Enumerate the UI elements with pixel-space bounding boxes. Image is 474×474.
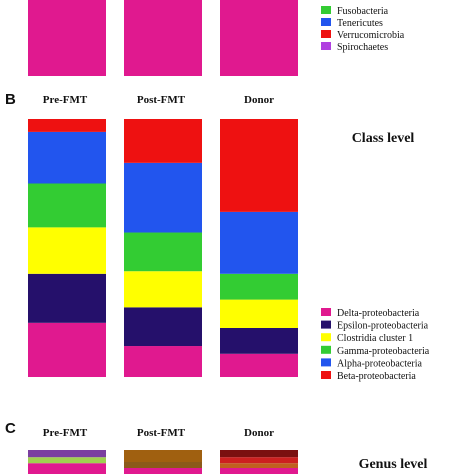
panel-c-category-label-post-fmt: Post-FMT [137,427,186,439]
panel-b-bar-post-fmt-beta-proteobacteria [124,119,202,163]
panel-c-category-label-pre-fmt: Pre-FMT [43,427,88,439]
panel-b-bar-donor-beta-proteobacteria [220,119,298,212]
panel-b-bar-donor-clostridia-cluster-1 [220,299,298,328]
panel-c-bar-donor-segment-4 [220,450,298,458]
panel-b-category-labels: Pre-FMT Post-FMT Donor [43,94,274,106]
panel-b-category-label-post-fmt: Post-FMT [137,94,186,106]
panel-b-bars [28,119,298,377]
panel-b-legend-swatch-delta-proteobacteria [321,308,331,316]
panel-b-legend-label-clostridia-cluster-1: Clostridia cluster 1 [337,333,413,344]
panel-b-bar-post-fmt-epsilon-proteobacteria [124,307,202,347]
panel-c-bar-pre-fmt-segment-3 [28,450,106,458]
panel-a-legend-label-spirochaetes: Spirochaetes [337,42,388,53]
panel-b-legend-label-beta-proteobacteria: Beta-proteobacteria [337,371,416,382]
panel-b-bar-pre-fmt-delta-proteobacteria [28,322,106,377]
panel-c-bars [28,450,298,474]
panel-b-legend-label-delta-proteobacteria: Delta-proteobacteria [337,308,420,319]
panel-c-bar-donor-segment-2 [220,463,298,468]
panel-c-bar-pre-fmt-segment-1 [28,463,106,474]
panel-b-bar-post-fmt-delta-proteobacteria [124,346,202,377]
panel-b-legend-swatch-beta-proteobacteria [321,371,331,379]
panel-c-bar-post-fmt-segment-1 [124,468,202,474]
panel-a-legend: FusobacteriaTenericutesVerrucomicrobiaSp… [321,6,405,53]
panel-b-legend-swatch-gamma-proteobacteria [321,345,331,354]
panel-a-bars [28,0,298,76]
panel-b-bar-pre-fmt-epsilon-proteobacteria [28,273,106,323]
panel-c: C Pre-FMT Post-FMT Donor Genus level [5,420,428,474]
panel-a-bar-pre-fmt [28,0,106,76]
panel-c-bar-post-fmt-segment-2 [124,462,202,468]
panel-c-bar-donor-segment-3 [220,457,298,464]
panel-a: FusobacteriaTenericutesVerrucomicrobiaSp… [28,0,405,76]
panel-c-title: Genus level [359,457,428,472]
panel-b-legend-swatch-clostridia-cluster-1 [321,333,331,342]
panel-a-legend-label-fusobacteria: Fusobacteria [337,6,389,17]
panel-b-title: Class level [352,131,415,146]
panel-b-bar-post-fmt-clostridia-cluster-1 [124,271,202,308]
panel-a-legend-swatch-spirochaetes [321,42,331,50]
panel-a-bar-donor [220,0,298,76]
panel-c-category-label-donor: Donor [244,427,274,439]
panel-b-bar-donor-delta-proteobacteria [220,353,298,377]
panel-a-legend-swatch-verrucomicrobia [321,30,331,38]
panel-c-bar-donor-segment-1 [220,468,298,474]
panel-b-legend-label-gamma-proteobacteria: Gamma-proteobacteria [337,346,430,357]
panel-c-bar-post-fmt-segment-3 [124,450,202,462]
panel-a-legend-label-verrucomicrobia: Verrucomicrobia [337,30,405,41]
panel-b-bar-donor-gamma-proteobacteria [220,273,298,300]
panel-b-category-label-donor: Donor [244,94,274,106]
panel-b-bar-pre-fmt-clostridia-cluster-1 [28,227,106,274]
panel-b-legend-swatch-epsilon-proteobacteria [321,320,331,329]
panel-b: B Pre-FMT Post-FMT Donor Class level Delta… [5,91,430,382]
panel-b-bar-pre-fmt-alpha-proteobacteria [28,131,106,184]
panel-b-bar-post-fmt-gamma-proteobacteria [124,232,202,272]
panel-a-legend-label-tenericutes: Tenericutes [337,18,383,29]
panel-b-legend-swatch-alpha-proteobacteria [321,358,331,367]
panel-c-category-labels: Pre-FMT Post-FMT Donor [43,427,274,439]
panel-b-category-label-pre-fmt: Pre-FMT [43,94,88,106]
panel-b-letter: B [5,91,16,108]
panel-a-legend-swatch-tenericutes [321,18,331,26]
panel-b-legend: Delta-proteobacteria Epsilon-proteobacter… [321,308,430,382]
panel-b-legend-label-alpha-proteobacteria: Alpha-proteobacteria [337,358,423,369]
panel-b-bar-post-fmt-alpha-proteobacteria [124,162,202,233]
panel-b-bar-donor-epsilon-proteobacteria [220,327,298,354]
panel-b-legend-label-epsilon-proteobacteria: Epsilon-proteobacteria [337,321,429,332]
panel-b-bar-donor-alpha-proteobacteria [220,211,298,274]
panel-a-bar-post-fmt [124,0,202,76]
panel-b-bar-pre-fmt-beta-proteobacteria [28,119,106,132]
panel-b-bar-pre-fmt-gamma-proteobacteria [28,183,106,228]
panel-a-legend-swatch-fusobacteria [321,6,331,14]
panel-c-letter: C [5,420,16,437]
panel-c-bar-pre-fmt-segment-2 [28,457,106,464]
